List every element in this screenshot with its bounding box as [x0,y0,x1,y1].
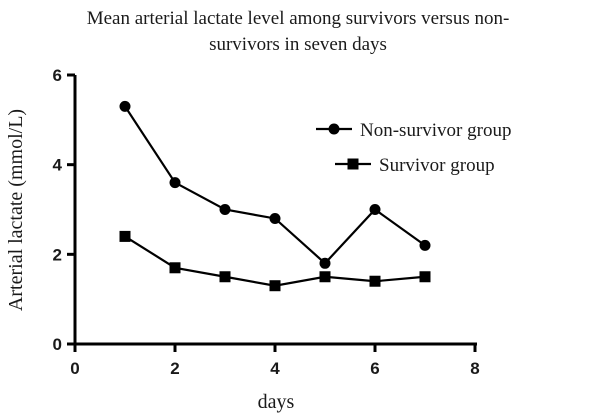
data-point [269,212,281,224]
series-layer [119,100,431,292]
x-axis-label: days [258,391,295,413]
data-point [419,239,431,251]
y-tick-label: 2 [53,245,62,264]
legend-label: Survivor group [379,155,495,176]
series-non-survivor [119,100,431,269]
data-point [319,257,331,269]
x-axis-ticks: 0 2 4 6 8 [70,344,480,378]
x-tick-label: 8 [470,359,479,378]
chart-title-line-2: survivors in seven days [209,34,387,55]
x-tick-label: 4 [270,359,280,378]
data-point [219,271,231,283]
x-tick-label: 2 [170,359,179,378]
data-point [419,271,431,283]
y-tick-label: 6 [53,66,62,85]
x-tick-label: 6 [370,359,379,378]
legend-item: Non-survivor group [316,120,511,141]
y-axis-label: Arterial lactate (mmol/L) [5,109,27,311]
y-axis-ticks: 0 2 4 6 [53,66,75,354]
data-point [219,204,231,215]
data-point [119,230,131,242]
x-tick-label: 0 [70,359,79,378]
data-point [369,275,381,287]
series-survivor [119,230,431,292]
legend-marker [347,158,359,170]
data-point [119,100,131,112]
data-point [169,177,181,189]
data-point [319,271,331,283]
data-point [269,280,281,292]
data-point [169,262,181,274]
y-tick-label: 4 [53,156,63,175]
legend-label: Non-survivor group [360,120,511,141]
chart-title-line-1: Mean arterial lactate level among surviv… [87,8,510,29]
data-point [369,204,381,215]
legend: Non-survivor group Survivor group [316,120,511,176]
y-tick-label: 0 [53,335,62,354]
legend-marker [328,123,340,135]
legend-item: Survivor group [335,155,495,176]
